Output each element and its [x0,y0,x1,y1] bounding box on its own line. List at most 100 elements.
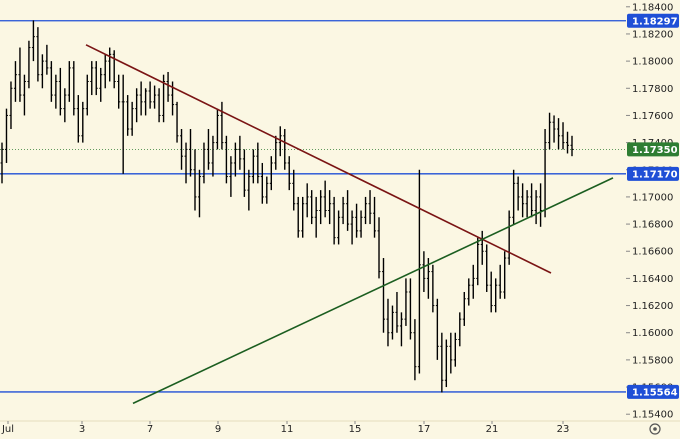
price-bar [85,74,89,116]
price-bar [121,74,125,174]
price-bar [90,61,94,96]
price-bar [58,67,62,116]
price-bar [9,81,13,130]
price-bar [283,129,287,170]
price-bar [471,264,475,299]
price-bar [229,156,233,197]
price-bar [364,196,368,225]
price-bar [153,85,157,109]
x-tick-label: 3 [79,424,85,435]
price-bar [224,135,228,184]
price-bar [112,50,116,89]
price-bar [346,190,350,231]
price-bar [521,183,525,218]
price-bar [440,332,444,393]
price-bar [22,74,26,116]
price-bar [319,190,323,225]
price-badge: 1.15564 [627,384,679,399]
price-bar [355,203,359,238]
price-bar [516,176,520,211]
y-tick-label: 1.17000 [632,192,673,203]
price-bar [126,95,130,136]
y-tick-label: 1.16200 [632,301,673,312]
trendlines [85,44,614,405]
price-bar [287,156,291,191]
y-tick-label: 1.18400 [632,2,673,13]
price-bar [373,196,377,238]
price-bar [157,88,161,123]
price-bar [0,142,4,184]
price-bar [202,142,206,184]
price-bar [301,196,305,238]
price-badge-label: 1.15564 [632,387,678,398]
gear-icon-center [653,427,657,431]
x-tick-label: Jul [1,424,14,435]
price-bar [166,71,170,102]
x-tick-label: 7 [147,424,153,435]
price-badge-bg [627,384,679,399]
price-bar [413,319,417,381]
price-bar [189,129,193,177]
price-bar [94,61,98,96]
trendline-1[interactable] [132,177,614,405]
price-bar [76,95,80,143]
x-tick-label: 11 [281,424,294,435]
y-tick-label: 1.17600 [632,111,673,122]
price-bar [314,196,318,238]
price-bar [476,237,480,286]
price-bar [458,312,462,347]
price-bar [45,44,49,75]
y-tick-label: 1.16400 [632,274,673,285]
price-bar [557,118,561,150]
price-bar [377,217,381,279]
y-tick-label: 1.18000 [632,57,673,68]
price-bar [337,210,341,245]
price-bar [103,54,107,89]
price-bar [265,176,269,204]
price-bar [13,61,17,102]
gear-icon[interactable] [649,423,661,435]
price-bar [507,210,511,265]
price-bar [99,67,103,102]
price-bar [31,20,35,62]
y-tick-label: 1.15400 [632,410,673,421]
price-bar [36,27,40,82]
price-bars [0,20,574,393]
x-tick-label: 21 [486,424,499,435]
price-bar [328,190,332,225]
price-badge-label: 1.17350 [632,145,678,156]
price-bar [238,135,242,170]
price-bar [63,88,67,123]
price-bar [498,264,502,299]
price-bar [561,122,565,150]
price-bar [467,278,471,306]
trendline-0[interactable] [85,44,552,274]
price-bar [422,251,426,292]
price-bar [444,339,448,388]
y-tick-label: 1.16600 [632,247,673,258]
price-bar [292,169,296,211]
price-bar [395,291,399,333]
price-badge: 1.17350 [627,142,679,157]
x-tick-label: 15 [349,424,362,435]
price-bar [368,190,372,225]
x-tick-label: 17 [418,424,431,435]
settings-button[interactable] [649,423,661,435]
price-bar [215,108,219,150]
price-badge-bg [627,142,679,157]
price-bar [197,169,201,218]
price-bar [570,135,574,157]
price-bar [18,47,22,102]
price-bar [242,149,246,197]
price-bar [417,169,421,374]
price-bar [323,180,327,218]
price-bar [220,101,224,150]
price-badge: 1.17170 [627,166,679,181]
y-tick-label: 1.16800 [632,220,673,231]
price-bar [431,264,435,313]
price-bar [81,101,85,143]
y-tick-label: 1.15800 [632,355,673,366]
price-bar [148,81,152,109]
price-badge: 1.18297 [627,13,679,28]
